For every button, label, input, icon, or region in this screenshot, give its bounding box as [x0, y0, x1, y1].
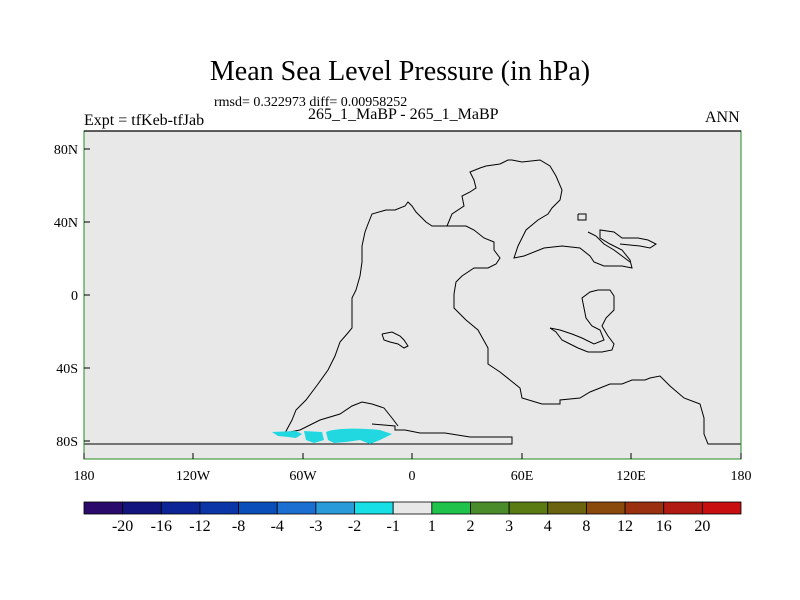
colorbar-label: -16 [151, 518, 172, 535]
colorbar-label: -3 [309, 518, 322, 535]
lon-tick-label: 120E [616, 469, 646, 484]
colorbar-swatch [431, 501, 471, 515]
anomaly-shading [272, 428, 392, 444]
lon-tick-label: 180 [731, 469, 752, 484]
colorbar-swatch [470, 501, 510, 515]
colorbar-swatch [624, 501, 665, 515]
colorbar-swatch [315, 501, 355, 515]
lon-tick-label: 180 [74, 469, 95, 484]
colorbar-label: 4 [544, 518, 552, 535]
lat-tick-label: 80S [56, 435, 78, 450]
stats-line: rmsd= 0.322973 diff= 0.00958252 [214, 95, 408, 110]
lat-tick-label: 0 [71, 289, 78, 304]
colorbar-label: 16 [656, 518, 672, 535]
colorbar-label: -1 [387, 518, 400, 535]
colorbar-swatch [547, 501, 587, 515]
colorbar-swatch [508, 501, 549, 515]
colorbar-swatch [276, 501, 317, 515]
colorbar-swatch [122, 501, 162, 515]
lon-tick-label: 60W [289, 469, 317, 484]
colorbar-labels: -20 -16 -12 -8 -4 -3 -2 -1 1 2 3 4 8 12 16 20 [112, 518, 710, 535]
lat-tick-label: 40N [54, 216, 78, 231]
season-label: ANN [705, 109, 740, 126]
colorbar-swatch [701, 501, 742, 515]
lon-tick-label: 120W [176, 469, 211, 484]
colorbar [83, 501, 742, 515]
experiment-label: Expt = tfKeb-tfJab [84, 112, 205, 129]
colorbar-swatch [83, 501, 124, 515]
colorbar-label: 12 [617, 518, 633, 535]
colorbar-label: -20 [112, 518, 133, 535]
colorbar-swatch [238, 501, 278, 515]
colorbar-label: -4 [271, 518, 284, 535]
colorbar-label: -12 [189, 518, 210, 535]
axis-ticks [83, 148, 742, 459]
colorbar-swatch [199, 501, 239, 515]
longitude-labels: 180 120W 60W 0 60E 120E 180 [74, 469, 752, 484]
lat-tick-label: 80N [54, 143, 78, 158]
colorbar-label: 8 [582, 518, 590, 535]
colorbar-label: 3 [505, 518, 513, 535]
colorbar-label: 1 [428, 518, 436, 535]
latitude-labels: 80N 40N 0 40S 80S [54, 143, 78, 450]
colorbar-label: -8 [232, 518, 245, 535]
colorbar-swatch [354, 501, 394, 515]
colorbar-label: 20 [694, 518, 710, 535]
colorbar-swatch [586, 501, 626, 515]
cases-label: 265_1_MaBP - 265_1_MaBP [308, 106, 499, 123]
colorbar-swatch [160, 501, 201, 515]
colorbar-swatch [663, 501, 703, 515]
lon-tick-label: 60E [511, 469, 534, 484]
coastline [84, 159, 741, 445]
colorbar-label: -2 [348, 518, 361, 535]
map-background [84, 131, 741, 459]
colorbar-swatch [392, 501, 433, 515]
colorbar-label: 2 [466, 518, 474, 535]
lon-tick-label: 0 [409, 469, 416, 484]
map-title: Mean Sea Level Pressure (in hPa) [209, 56, 591, 87]
lat-tick-label: 40S [56, 362, 78, 377]
